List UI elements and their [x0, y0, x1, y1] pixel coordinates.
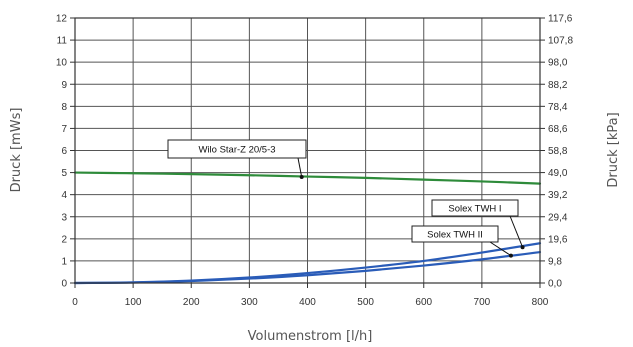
y-left-tick-label-9: 9	[61, 80, 67, 91]
series-line-0	[73, 171, 542, 185]
annotation-leader-2	[489, 241, 512, 257]
y-axis-right-ticks: 0,0 9,8 19,6 29,4 39,2 49,0 58,8 68,6 78,4 88,2 98…	[540, 14, 573, 290]
y-right-tick-label-12: 117,6	[548, 14, 573, 25]
y-left-tick-label-11: 11	[57, 36, 68, 47]
annotation-dot-0	[299, 175, 304, 179]
annotation-dot-1	[520, 245, 525, 250]
x-tick-label-2: 200	[183, 297, 200, 308]
series-lines	[73, 171, 542, 285]
x-tick-label-0: 0	[72, 297, 78, 308]
annotation-label-0: Wilo Star-Z 20/5-3	[198, 145, 275, 156]
annotation-dot-2	[508, 253, 513, 258]
y-left-tick-label-7: 7	[61, 124, 67, 135]
y-right-tick-label-9: 88,2	[548, 80, 568, 91]
y-left-tick-label-2: 2	[61, 234, 67, 245]
x-tick-label-7: 700	[474, 297, 491, 308]
y-right-tick-label-3: 29,4	[548, 212, 568, 223]
x-tick-label-4: 400	[299, 297, 316, 308]
y-right-tick-label-8: 78,4	[548, 102, 568, 113]
y-axis-right-title: Druck [kPa]	[606, 112, 621, 187]
series-line-2	[73, 250, 542, 285]
annotation-label-1: Solex TWH I	[448, 204, 501, 215]
annotation-box-1	[431, 199, 519, 217]
y-left-tick-label-6: 6	[61, 146, 67, 157]
y-left-tick-label-3: 3	[61, 212, 67, 223]
x-tick-label-5: 500	[357, 297, 374, 308]
annotations: Wilo Star-Z 20/5-3 Solex TWH I Solex TWH I…	[167, 139, 525, 258]
y-axis-left-title: Druck [mWs]	[9, 108, 24, 193]
grid	[74, 17, 541, 284]
x-tick-label-6: 600	[415, 297, 432, 308]
y-right-tick-label-11: 107,8	[548, 36, 573, 47]
x-axis-title: Volumenstrom [l/h]	[248, 329, 373, 344]
y-left-tick-label-0: 0	[61, 279, 67, 290]
annotation-box-0	[167, 139, 307, 159]
y-left-tick-label-8: 8	[61, 102, 67, 113]
y-right-tick-label-1: 9,8	[548, 256, 562, 267]
x-tick-label-1: 100	[125, 297, 142, 308]
x-axis-ticks: 0 100 200 300 400 500 600 700 800	[72, 283, 549, 308]
y-right-tick-label-2: 19,6	[548, 234, 568, 245]
y-right-tick-label-10: 98,0	[548, 58, 568, 69]
y-right-tick-label-4: 39,2	[548, 190, 568, 201]
x-tick-label-8: 800	[532, 297, 549, 308]
y-right-tick-label-7: 68,6	[548, 124, 568, 135]
y-right-tick-label-0: 0,0	[548, 279, 562, 290]
y-left-tick-label-4: 4	[61, 190, 67, 201]
annotation-label-2: Solex TWH II	[427, 230, 483, 241]
y-left-tick-label-10: 10	[56, 58, 68, 69]
annotation-box-2	[411, 225, 499, 243]
y-left-tick-label-12: 12	[56, 14, 68, 25]
x-tick-label-3: 300	[241, 297, 258, 308]
y-right-tick-label-5: 49,0	[548, 168, 568, 179]
y-left-tick-label-1: 1	[61, 256, 67, 267]
annotation-leader-1	[509, 215, 524, 248]
y-right-tick-label-6: 58,8	[548, 146, 568, 157]
annotation-leader-0	[297, 157, 303, 178]
y-left-tick-label-5: 5	[61, 168, 67, 179]
